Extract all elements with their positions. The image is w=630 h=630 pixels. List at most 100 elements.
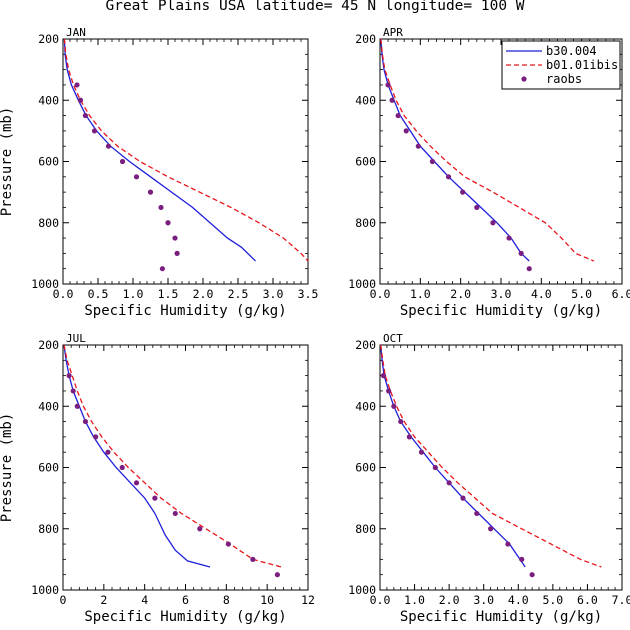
x-tick-label: 1.0 — [404, 593, 425, 607]
panels-group: JAN 0.0 0.5 1.0 1.5 2.0 2.5 3.0 3.5 200 400 600 800 1… — [0, 26, 630, 625]
y-tick-label: 600 — [38, 461, 59, 475]
y-tick-label: 400 — [355, 399, 376, 413]
raobs-point — [133, 480, 140, 486]
x-tick-label: 1.0 — [410, 287, 431, 301]
raobs-point — [391, 403, 397, 409]
raobs-point — [389, 97, 395, 103]
y-tick-label: 1000 — [348, 583, 376, 597]
raobs-point — [147, 189, 154, 195]
x-tick-label: 3.0 — [473, 593, 494, 607]
x-tick-label: 5.0 — [571, 287, 592, 301]
y-tick-label: 800 — [38, 216, 59, 230]
x-tick-label: 2.0 — [450, 287, 471, 301]
series-line-b01-01ibis — [63, 38, 309, 262]
y-tick-label: 400 — [355, 93, 376, 107]
raobs-point — [474, 204, 480, 211]
raobs-point — [403, 128, 409, 134]
raobs-point — [506, 235, 512, 241]
raobs-point — [159, 266, 165, 272]
y-tick-label: 1000 — [348, 277, 376, 291]
raobs-point — [519, 556, 525, 562]
y-tick-label: 400 — [38, 399, 59, 413]
raobs-point — [119, 464, 125, 471]
y-tick-label: 1000 — [31, 583, 59, 597]
raobs-point — [66, 373, 72, 379]
panel-jan: JAN 0.0 0.5 1.0 1.5 2.0 2.5 3.0 3.5 200 400 600 800 1… — [0, 26, 318, 319]
x-axis-title: Specific Humidity (g/kg) — [400, 303, 602, 319]
raobs-point — [460, 189, 466, 195]
y-tick-label: 800 — [355, 216, 376, 230]
plot-frame — [62, 344, 309, 591]
raobs-point — [395, 112, 401, 119]
panel-label: OCT — [383, 332, 403, 345]
x-tick-label: 1.0 — [123, 287, 144, 301]
legend-box — [501, 40, 621, 90]
x-tick-label: 10 — [260, 593, 274, 607]
x-axis-title: Specific Humidity (g/kg) — [84, 609, 286, 625]
y-axis-title: Pressure (mb) — [0, 107, 15, 217]
series-line-b30-004 — [63, 38, 256, 262]
raobs-point — [82, 418, 89, 425]
x-tick-label: 6 — [182, 593, 189, 607]
raobs-point — [105, 143, 112, 149]
raobs-point — [105, 449, 111, 455]
y-tick-label: 200 — [355, 338, 376, 352]
raobs-point — [70, 388, 76, 394]
raobs-point — [172, 235, 178, 241]
raobs-point — [158, 204, 164, 211]
raobs-point — [74, 403, 80, 409]
raobs-point — [518, 250, 524, 256]
x-tick-label: 6.0 — [577, 593, 598, 607]
figure-title: Great Plains USA latitude= 45 N longitud… — [105, 0, 524, 14]
x-axis-title: Specific Humidity (g/kg) — [400, 609, 602, 625]
x-tick-label: 8 — [223, 593, 230, 607]
raobs-point — [386, 388, 392, 394]
raobs-point — [429, 158, 436, 165]
raobs-point — [490, 220, 496, 226]
raobs-point — [529, 572, 535, 578]
x-tick-label: 0.5 — [88, 287, 109, 301]
x-tick-label: 5.0 — [542, 593, 563, 607]
raobs-point — [415, 143, 421, 149]
x-tick-label: 2 — [100, 593, 107, 607]
raobs-point — [165, 220, 171, 226]
y-tick-label: 600 — [355, 461, 376, 475]
series-line-b01-01ibis — [380, 38, 595, 262]
x-tick-label: 0 — [60, 593, 67, 607]
series-line-b01-01ibis — [63, 344, 282, 568]
plot-frame — [62, 38, 309, 285]
raobs-point — [91, 128, 98, 134]
y-tick-label: 600 — [355, 155, 376, 169]
x-tick-label: 3.0 — [491, 287, 512, 301]
raobs-point — [174, 250, 180, 256]
series-line-b30-004 — [380, 344, 526, 568]
x-tick-label: 3.0 — [263, 287, 284, 301]
x-tick-label: 4.0 — [531, 287, 552, 301]
y-tick-label: 400 — [38, 93, 59, 107]
raobs-point — [74, 82, 80, 88]
raobs-point — [82, 112, 88, 119]
raobs-point — [225, 541, 231, 547]
x-tick-label: 3.5 — [298, 287, 319, 301]
legend-marker-raobs — [521, 76, 527, 82]
raobs-point — [380, 373, 387, 379]
raobs-point — [460, 495, 466, 501]
x-tick-label: 4.0 — [508, 593, 529, 607]
series-line-b30-004 — [380, 38, 530, 262]
raobs-point — [385, 82, 391, 88]
x-tick-label: 6.0 — [612, 287, 630, 301]
raobs-point — [119, 158, 126, 165]
y-tick-label: 200 — [355, 32, 376, 46]
raobs-point — [446, 480, 452, 486]
x-tick-label: 7.0 — [612, 593, 630, 607]
x-tick-label: 0.0 — [53, 287, 74, 301]
raobs-point — [488, 526, 494, 532]
y-tick-label: 200 — [38, 338, 59, 352]
raobs-point — [197, 526, 203, 532]
raobs-point — [526, 266, 532, 272]
legend-label: b01.01ibis — [546, 58, 618, 72]
raobs-point — [172, 510, 178, 517]
y-axis-title: Pressure (mb) — [0, 413, 15, 523]
y-tick-label: 600 — [38, 155, 59, 169]
